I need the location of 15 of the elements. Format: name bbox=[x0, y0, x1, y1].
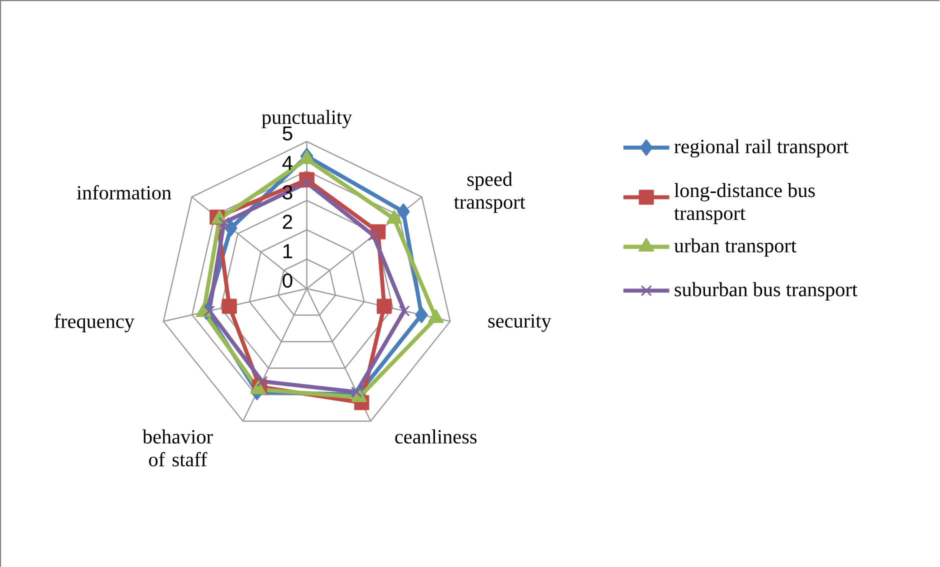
legend-label: suburban bus transport bbox=[674, 282, 858, 300]
y-tick-label: 1 bbox=[283, 244, 292, 258]
spoke-label: ceanliness bbox=[395, 429, 477, 444]
spoke-label: information bbox=[76, 185, 172, 200]
legend-label: urban transport bbox=[674, 238, 796, 256]
y-tick-label: 0 bbox=[282, 273, 292, 288]
spoke-label: frequency bbox=[54, 314, 134, 332]
spoke-label: behavior of staff bbox=[142, 429, 213, 466]
spoke-label: security bbox=[488, 314, 552, 332]
y-tick-label: 2 bbox=[282, 214, 292, 229]
spoke-label: punctuality bbox=[262, 110, 352, 128]
legend-label: regional rail transport bbox=[674, 139, 848, 158]
spoke-label: speed transport bbox=[454, 172, 526, 213]
y-tick-label: 4 bbox=[282, 156, 293, 170]
y-tick-label: 5 bbox=[282, 126, 292, 140]
